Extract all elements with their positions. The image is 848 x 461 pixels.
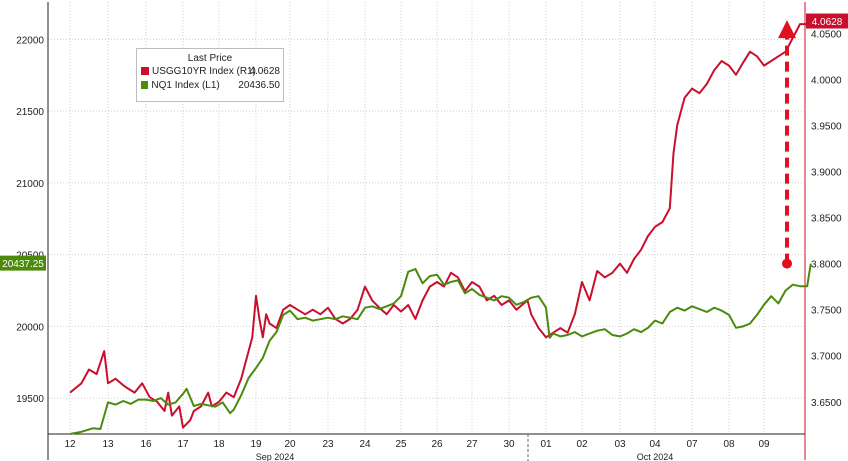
last-value-badges: 20437.25 4.0628 xyxy=(0,13,848,271)
x-tick-label: 20 xyxy=(284,439,296,450)
legend-entry-nq1: NQ1 Index (L1) 20436.50 xyxy=(137,78,283,92)
series-lines xyxy=(69,23,812,435)
x-tick-label: 12 xyxy=(64,439,76,450)
right-tick-label: 3.7500 xyxy=(811,306,842,317)
annotation-arrow-head xyxy=(778,20,796,39)
left-last-value-label: 20437.25 xyxy=(2,259,44,270)
x-tick-label: 01 xyxy=(540,439,552,450)
legend-swatch xyxy=(141,81,149,89)
x-tick-label: 26 xyxy=(431,439,443,450)
legend-title: Last Price xyxy=(187,53,233,64)
legend-entry-usgg10yr: USGG10YR Index (R1) 4.0628 xyxy=(137,64,283,78)
right-last-value-badge xyxy=(806,13,848,29)
x-tick-label: 16 xyxy=(140,439,152,450)
x-tick-label: 25 xyxy=(395,439,407,450)
x-tick-label: 30 xyxy=(503,439,515,450)
left-tick-label: 22000 xyxy=(16,35,44,46)
legend: Last Price USGG10YR Index (R1) 4.0628 NQ… xyxy=(136,48,284,102)
left-last-value-badge xyxy=(0,255,46,271)
left-axis: 195002000020500210002150022000 xyxy=(16,35,44,405)
x-tick-label: 07 xyxy=(686,439,698,450)
left-tick-label: 20000 xyxy=(16,322,44,333)
x-tick-label: 13 xyxy=(102,439,114,450)
x-tick-label: 03 xyxy=(614,439,626,450)
x-tick-label: 27 xyxy=(466,439,478,450)
legend-entry-value: 20436.50 xyxy=(238,79,280,91)
right-tick-label: 4.0500 xyxy=(811,29,842,40)
right-tick-label: 3.9000 xyxy=(811,167,842,178)
right-tick-label: 3.8000 xyxy=(811,260,842,271)
legend-swatch xyxy=(141,67,149,75)
x-tick-label: 08 xyxy=(723,439,735,450)
x-tick-label: 23 xyxy=(322,439,334,450)
right-axis: 3.6500 3.7000 3.7500 3.8000 3.8500 3.9000 3.95… xyxy=(811,29,842,408)
x-tick-label: 18 xyxy=(213,439,225,450)
x-group-label: Oct 2024 xyxy=(637,452,674,461)
x-tick-label: 04 xyxy=(649,439,661,450)
right-last-value-label: 4.0628 xyxy=(812,17,843,28)
x-tick-label: 24 xyxy=(359,439,371,450)
right-tick-label: 3.9500 xyxy=(811,121,842,132)
legend-entry-value: 4.0628 xyxy=(249,65,280,77)
x-axis-labels: 12 13 16 17 18 19 20 23 24 25 26 27 30 01 02 03 04 07 08 09… xyxy=(64,439,770,461)
legend-entry-name: USGG10YR Index (R1) xyxy=(152,65,256,77)
left-tick-label: 21000 xyxy=(16,179,44,190)
series-line-usgg10yr xyxy=(69,23,811,429)
x-tick-label: 02 xyxy=(576,439,588,450)
x-tick-label: 17 xyxy=(177,439,189,450)
x-tick-label: 19 xyxy=(250,439,262,450)
legend-entry-name: NQ1 Index (L1) xyxy=(151,79,220,91)
left-tick-label: 19500 xyxy=(16,394,44,405)
right-tick-label: 3.8500 xyxy=(811,214,842,225)
x-tick-label: 09 xyxy=(758,439,770,450)
arrow-annotation xyxy=(778,20,796,269)
right-tick-label: 4.0000 xyxy=(811,75,842,86)
series-line-nq1 xyxy=(69,263,812,435)
annotation-arrow-dot xyxy=(782,258,792,269)
left-tick-label: 21500 xyxy=(16,107,44,118)
x-group-label: Sep 2024 xyxy=(256,452,295,461)
right-tick-label: 3.7000 xyxy=(811,352,842,363)
right-tick-label: 3.6500 xyxy=(811,398,842,409)
